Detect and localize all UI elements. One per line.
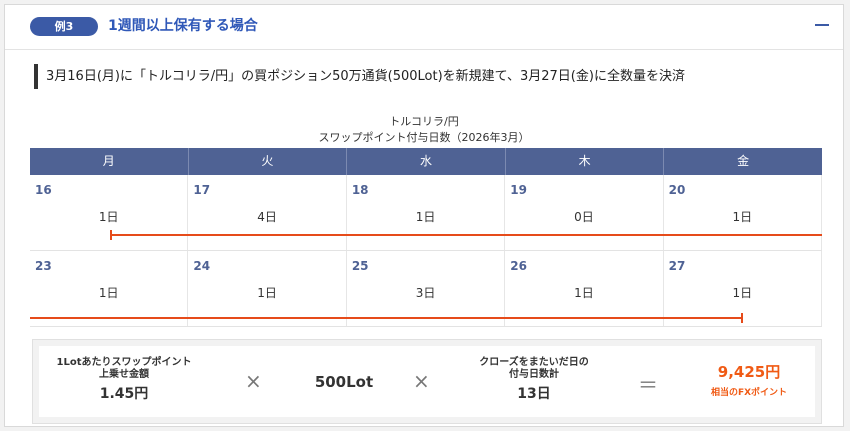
day-swap-days: 4日 xyxy=(257,210,277,224)
day-swap-days: 1日 xyxy=(257,286,277,300)
swap-days-label-1: クローズをまたいだ日の xyxy=(479,357,589,368)
lot-term: 500Lot xyxy=(294,371,394,391)
day-date: 24 xyxy=(193,259,211,273)
multiply-icon: × xyxy=(245,369,262,393)
weekday-tue: 火 xyxy=(189,148,348,175)
calendar-day: 19 0日 xyxy=(505,175,664,250)
calendar-pair: トルコリラ/円 xyxy=(389,115,459,128)
calendar-subtitle: スワップポイント付与日数（2026年3月） xyxy=(318,131,530,144)
weekday-fri: 金 xyxy=(737,154,750,168)
calendar-day: 17 4日 xyxy=(188,175,347,250)
calendar-day: 23 1日 xyxy=(30,251,189,326)
calendar-day: 25 3日 xyxy=(347,251,506,326)
minus-icon[interactable] xyxy=(815,24,829,26)
calendar-week-1: 16 1日 17 4日 18 1日 19 0日 20 1日 xyxy=(30,175,823,251)
day-date: 25 xyxy=(351,259,369,273)
example-badge: 例3 xyxy=(30,17,98,36)
calendar-day: 20 1日 xyxy=(664,175,823,250)
day-date: 18 xyxy=(351,183,369,197)
holding-end-marker xyxy=(741,313,743,323)
calendar-day: 16 1日 xyxy=(30,175,189,250)
result-label: 相当のFXポイント xyxy=(710,388,788,398)
multiply-icon: × xyxy=(413,369,430,393)
day-date: 19 xyxy=(510,183,527,197)
calendar-day: 26 1日 xyxy=(505,251,664,326)
day-swap-days: 1日 xyxy=(98,286,119,300)
weekday-thu: 木 xyxy=(506,148,665,175)
example-card: 例3 1週間以上保有する場合 3月16日(月)に「トルコリラ/円」の買ポジション… xyxy=(4,4,844,427)
holding-period-line xyxy=(110,234,822,236)
day-date: 27 xyxy=(668,259,686,273)
result-term: 9,425円 相当のFXポイント xyxy=(684,359,814,399)
day-date: 17 xyxy=(193,183,211,197)
day-swap-days: 0日 xyxy=(574,210,594,224)
equals-icon: ＝ xyxy=(638,373,658,397)
day-swap-days: 3日 xyxy=(415,286,436,300)
day-date: 26 xyxy=(510,259,527,273)
weekday-header: 月 火 水 木 金 xyxy=(30,148,822,175)
calculation-panel: 1Lotあたりスワップポイント 上乗せ金額 1.45円 × 500Lot × ク… xyxy=(39,346,815,417)
holding-period-line xyxy=(30,317,742,319)
day-date: 23 xyxy=(35,259,52,273)
day-swap-days: 1日 xyxy=(574,286,594,300)
swap-days-term: クローズをまたいだ日の 付与日数計 13日 xyxy=(459,357,609,403)
swap-calculation: 1Lotあたりスワップポイント 上乗せ金額 1.45円 × 500Lot × ク… xyxy=(32,339,822,424)
calendar-day: 18 1日 xyxy=(347,175,506,250)
swap-amount-label-2: 上乗せ金額 xyxy=(99,369,149,380)
example-title: 1週間以上保有する場合 xyxy=(108,18,258,34)
weekday-mon: 月 xyxy=(30,148,189,175)
lot-value: 500Lot xyxy=(314,373,374,391)
weekday-wed: 水 xyxy=(347,148,506,175)
example-header[interactable]: 例3 1週間以上保有する場合 xyxy=(5,5,843,50)
swap-amount-term: 1Lotあたりスワップポイント 上乗せ金額 1.45円 xyxy=(39,357,209,403)
day-date: 20 xyxy=(668,183,686,197)
trade-summary: 3月16日(月)に「トルコリラ/円」の買ポジション50万通貨(500Lot)を新… xyxy=(34,64,685,89)
calendar-day: 27 1日 xyxy=(664,251,823,326)
result-value: 9,425円 xyxy=(717,363,781,381)
swap-days-label-2: 付与日数計 xyxy=(509,369,559,380)
day-swap-days: 1日 xyxy=(98,210,119,224)
day-swap-days: 1日 xyxy=(415,210,436,224)
calendar-week-2: 23 1日 24 1日 25 3日 26 1日 27 1日 xyxy=(30,251,823,327)
day-swap-days: 1日 xyxy=(732,286,753,300)
swap-amount-value: 1.45円 xyxy=(99,386,149,402)
day-swap-days: 1日 xyxy=(732,210,753,224)
calendar-day: 24 1日 xyxy=(188,251,347,326)
swap-calendar: 月 火 水 木 金 16 1日 17 4日 18 1日 19 0日 xyxy=(30,148,823,327)
swap-amount-label-1: 1Lotあたりスワップポイント xyxy=(56,357,192,368)
day-date: 16 xyxy=(35,183,52,197)
swap-days-value: 13日 xyxy=(517,386,551,402)
